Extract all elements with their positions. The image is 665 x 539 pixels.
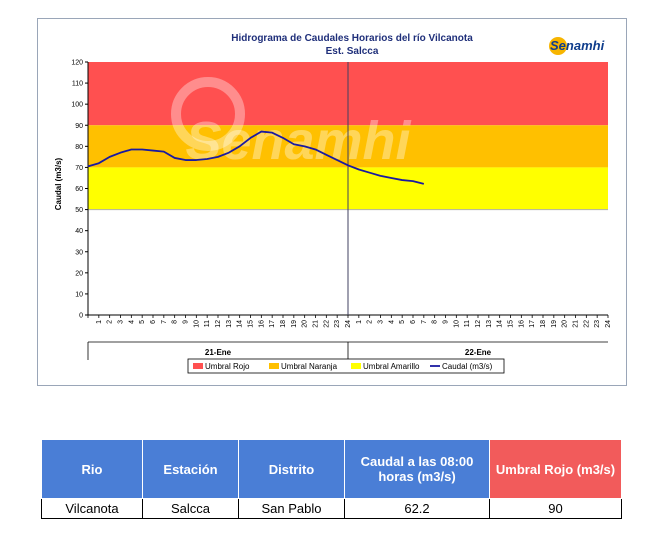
x-tick-label: 19 [551,320,558,328]
legend-swatch [351,363,361,369]
x-tick-label: 3 [378,320,385,324]
x-tick-label: 19 [291,320,298,328]
x-tick-label: 6 [410,320,417,324]
x-tick-label: 17 [529,320,536,328]
sun-icon [549,37,567,55]
x-tick-label: 22 [583,320,590,328]
x-tick-label: 21 [313,320,320,328]
header-rio: Rio [41,439,143,499]
table-header-row: Rio Estación Distrito Caudal a las 08:00… [41,439,622,499]
x-tick-label: 16 [258,320,265,328]
x-tick-label: 13 [226,320,233,328]
y-tick-label: 80 [75,144,83,151]
x-tick-label: 9 [443,320,450,324]
y-tick-label: 40 [75,228,83,235]
y-tick-label: 120 [71,60,83,67]
x-tick-label: 1 [356,320,363,324]
x-tick-label: 23 [334,320,341,328]
x-tick-label: 1 [96,320,103,324]
y-axis-title: Caudal (m3/s) [54,157,63,210]
header-umbral-rojo: Umbral Rojo (m3/s) [489,439,622,499]
cell-estacion: Salcca [142,498,239,519]
x-tick-label: 10 [453,320,460,328]
chart-frame: Hidrograma de Caudales Horarios del río … [37,18,627,386]
legend-swatch [193,363,203,369]
x-tick-label: 11 [204,320,211,327]
header-estacion: Estación [142,439,239,499]
legend: Umbral Rojo Umbral Naranja Umbral Amarillo… [187,358,505,374]
x-tick-label: 18 [540,320,547,328]
series-line-caudal [87,130,425,185]
day-label: 22-Ene [465,348,492,357]
y-tick-label: 30 [75,249,83,256]
header-umbral-text: Umbral Rojo (m3/s) [495,461,616,477]
cell-rio: Vilcanota [41,498,143,519]
legend-item: Umbral Naranja [281,362,338,371]
x-tick-label: 12 [475,320,482,328]
legend-item: Umbral Amarillo [363,362,420,371]
x-tick-label: 9 [183,320,190,324]
y-tick-label: 90 [75,123,83,130]
x-tick-label: 13 [486,320,493,328]
y-tick-label: 60 [75,186,83,193]
legend-item: Umbral Rojo [205,362,250,371]
header-distrito: Distrito [238,439,345,499]
x-tick-label: 24 [345,320,352,328]
watermark-text: Senamhi [185,111,411,171]
x-tick-label: 21 [573,320,580,328]
x-tick-label: 7 [161,320,168,324]
cell-distrito: San Pablo [238,498,345,519]
x-tick-label: 10 [193,320,200,328]
x-tick-label: 15 [508,320,515,328]
y-tick-label: 10 [75,291,83,298]
cell-umbral-rojo: 90 [489,498,622,519]
hydrograph-chart: Hidrograma de Caudales Horarios del río … [54,33,612,374]
chart-subtitle: Est. Salcca [326,46,379,57]
x-tick-label: 14 [497,320,504,328]
logo-text: Senamhi [550,38,605,53]
senamhi-watermark: Senamhi [171,77,412,171]
x-tick-label: 2 [107,320,114,324]
chart-title: Hidrograma de Caudales Horarios del río … [231,33,473,44]
senamhi-logo: Senamhi [549,37,605,55]
x-tick-label: 2 [367,320,374,324]
y-tick-label: 20 [75,270,83,277]
x-tick-label: 23 [594,320,601,328]
day-label: 21-Ene [205,348,232,357]
y-tick-label: 50 [75,207,83,214]
x-tick-label: 4 [128,320,135,324]
x-tick-label: 15 [248,320,255,328]
x-tick-label: 8 [432,320,439,324]
y-tick-label: 110 [72,81,83,88]
x-tick-label: 11 [464,320,471,327]
x-tick-label: 5 [139,320,146,324]
legend-item: Caudal (m3/s) [442,362,493,371]
legend-swatch [269,363,279,369]
x-tick-label: 16 [518,320,525,328]
y-tick-label: 0 [79,313,83,320]
x-tick-label: 12 [215,320,222,328]
header-caudal-text: Caudal a las 08:00 horas (m3/s) [360,454,474,484]
y-tick-label: 70 [75,165,83,172]
x-tick-label: 17 [269,320,276,328]
x-tick-label: 4 [388,320,395,324]
x-tick-label: 8 [172,320,179,324]
x-tick-label: 20 [302,320,309,328]
x-tick-label: 14 [237,320,244,328]
x-tick-label: 5 [399,320,406,324]
cell-caudal: 62.2 [344,498,490,519]
x-tick-label: 6 [150,320,157,324]
x-tick-label: 7 [421,320,428,324]
station-table: Rio Estación Distrito Caudal a las 08:00… [41,439,622,519]
x-tick-label: 20 [562,320,569,328]
header-caudal: Caudal a las 08:00 horas (m3/s) [344,439,490,499]
x-tick-label: 18 [280,320,287,328]
table-row: Vilcanota Salcca San Pablo 62.2 90 [41,498,622,519]
y-tick-label: 100 [71,102,83,109]
x-tick-label: 3 [118,320,125,324]
x-tick-label: 22 [323,320,330,328]
x-tick-label: 24 [605,320,612,328]
